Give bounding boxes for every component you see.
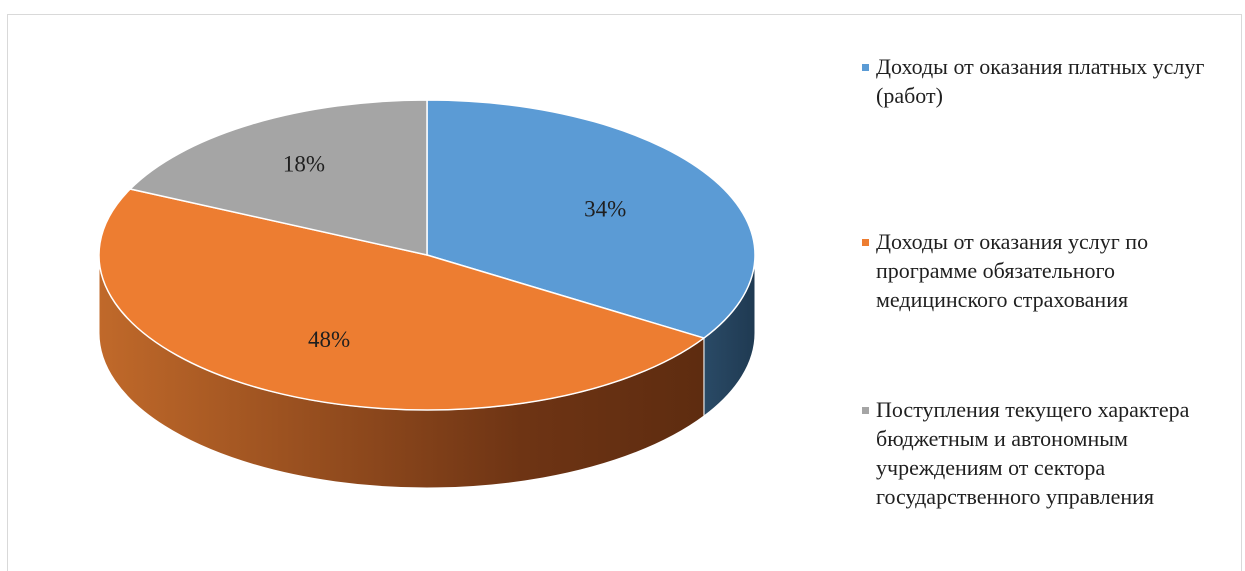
legend-marker-blue: [862, 64, 869, 71]
legend-marker-gray: [862, 407, 869, 414]
legend-label: Поступления текущего характера бюджетным…: [876, 397, 1190, 509]
legend-label: Доходы от оказания платных услуг (работ): [876, 54, 1205, 108]
legend-label: Доходы от оказания услуг по программе об…: [876, 229, 1149, 312]
pie-top-faces: [98, 99, 756, 411]
legend-item-paid-services: Доходы от оказания платных услуг (работ): [862, 52, 1226, 110]
data-label-2: 18%: [283, 151, 325, 176]
pie-slice-0: [426, 99, 756, 339]
pie-slice-1: [98, 188, 706, 411]
legend-item-oms-services: Доходы от оказания услуг по программе об…: [862, 227, 1226, 314]
data-label-1: 48%: [308, 327, 350, 352]
data-label-0: 34%: [584, 197, 626, 222]
pie-slice-2: [128, 99, 428, 256]
legend-marker-orange: [862, 239, 869, 246]
legend-item-budget-receipts: Поступления текущего характера бюджетным…: [862, 395, 1226, 511]
pie-data-labels: 34% 48% 18%: [283, 151, 626, 352]
